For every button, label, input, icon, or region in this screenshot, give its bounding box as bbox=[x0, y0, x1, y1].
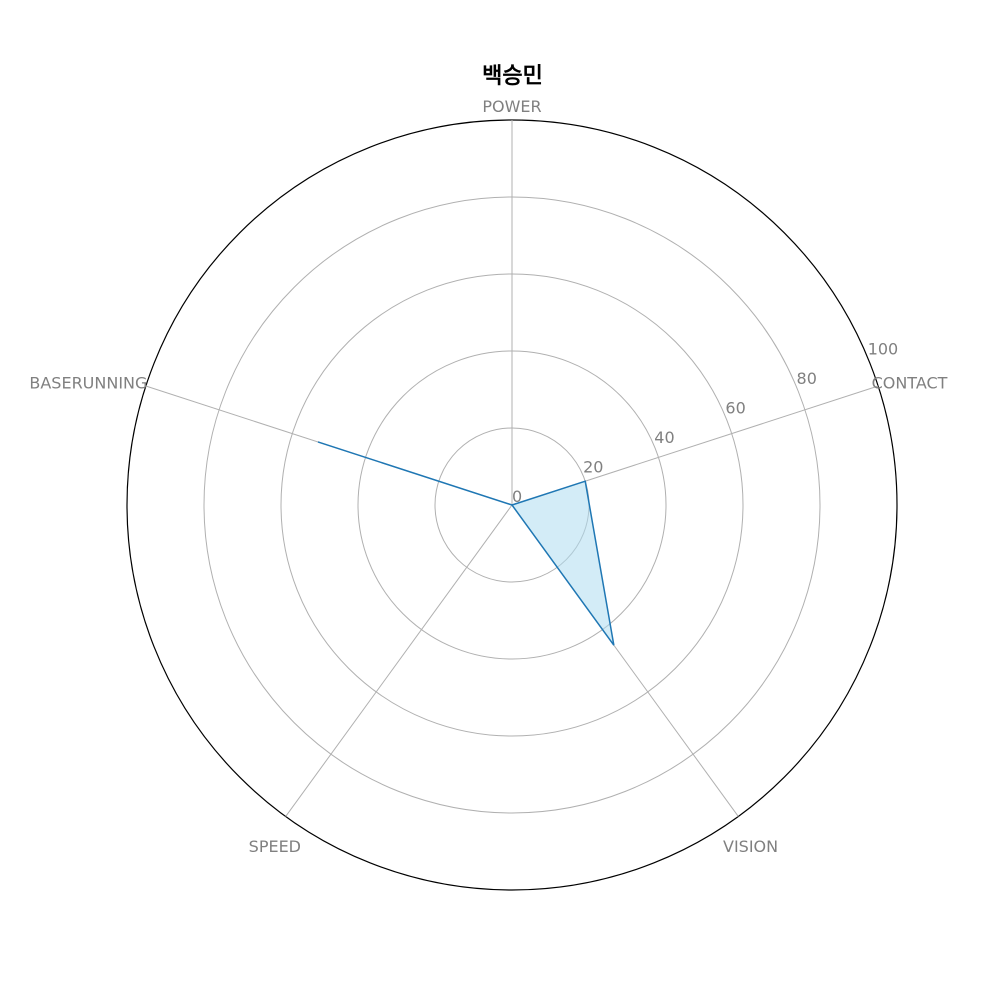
axis-label-baserunning: BASERUNNING bbox=[29, 373, 147, 392]
series-area bbox=[318, 442, 614, 645]
axis-label-vision: VISION bbox=[723, 837, 778, 856]
r-tick-label: 0 bbox=[512, 487, 522, 506]
r-tick-label: 20 bbox=[583, 458, 603, 477]
r-tick-label: 100 bbox=[868, 340, 899, 359]
axis-label-speed: SPEED bbox=[249, 837, 301, 856]
r-tick-label: 40 bbox=[654, 428, 674, 447]
r-tick-label: 60 bbox=[725, 399, 745, 418]
axis-label-contact: CONTACT bbox=[872, 373, 948, 392]
axis-label-power: POWER bbox=[482, 97, 541, 116]
axis-spoke bbox=[286, 505, 512, 816]
chart-title: 백승민 bbox=[0, 58, 1000, 90]
r-tick-label: 80 bbox=[797, 369, 817, 388]
